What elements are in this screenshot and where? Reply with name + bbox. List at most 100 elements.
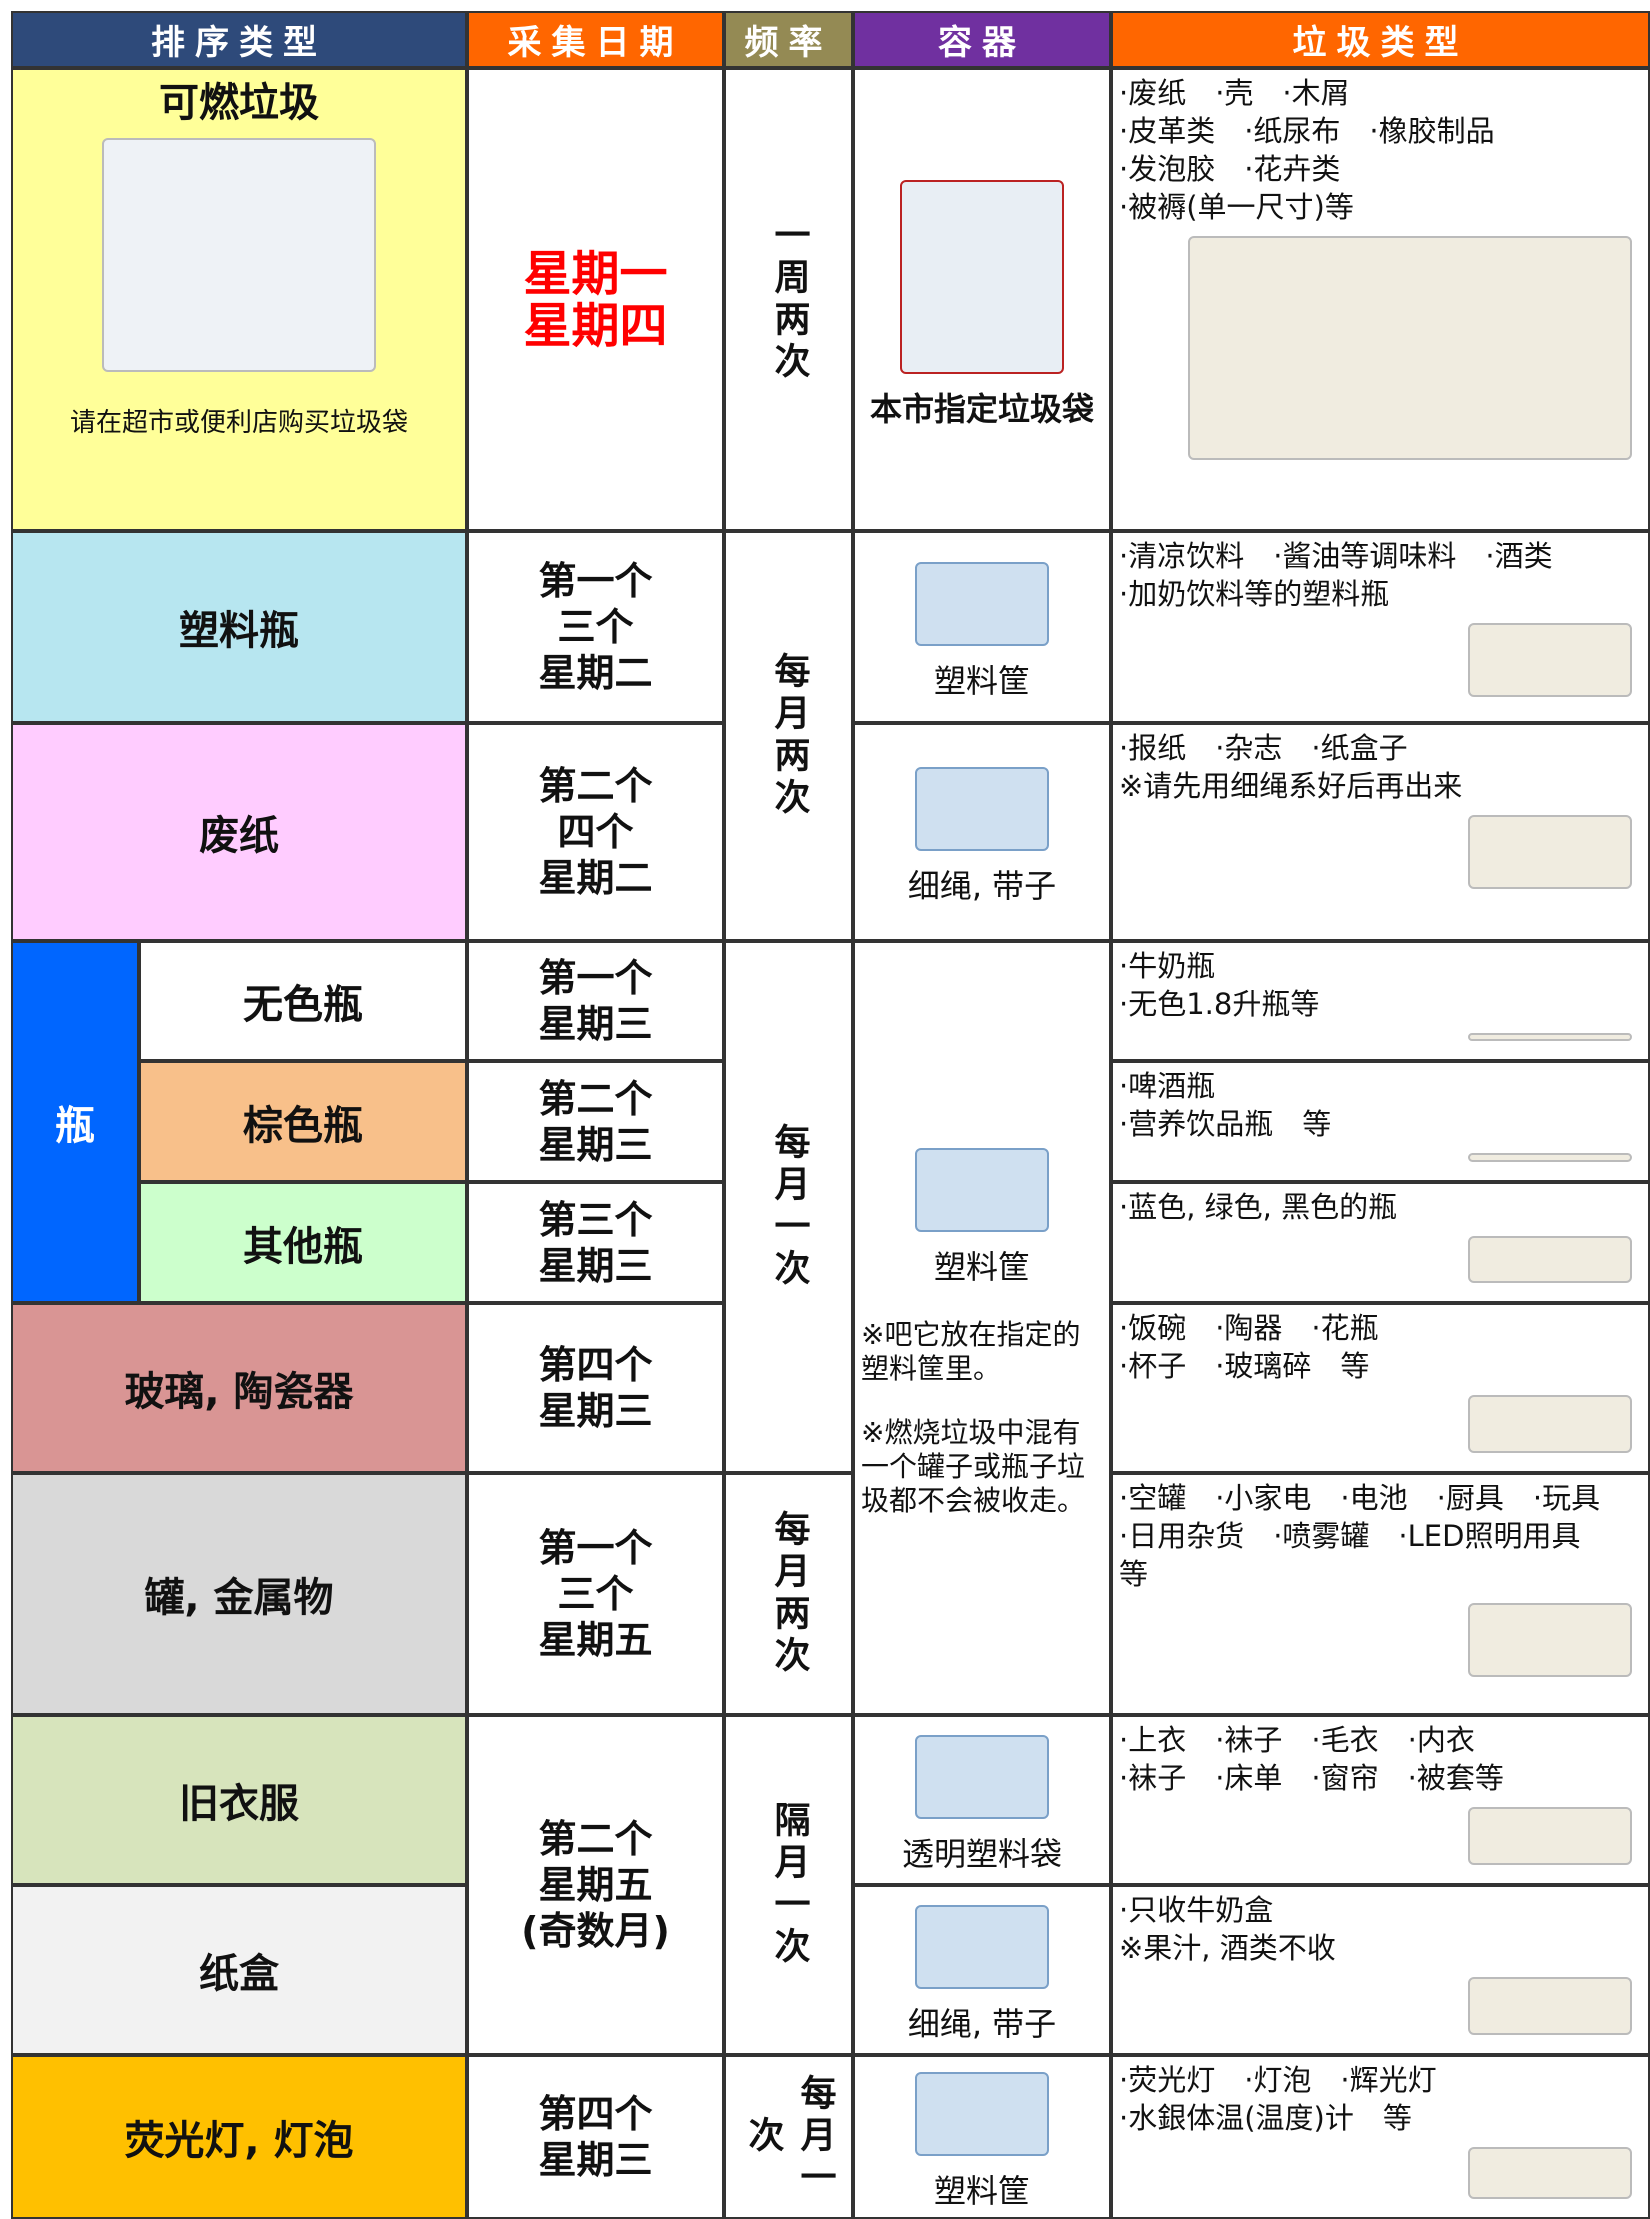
container-label: 塑料筐 [933, 2172, 1030, 2210]
item-line: ·日用杂货 ·喷雾罐 ·LED照明用具 [1119, 1519, 1581, 1553]
category-note: 请在超市或便利店购买垃圾袋 [69, 408, 408, 438]
date-line: 星期一 [523, 245, 668, 302]
category-label: 塑料瓶 [179, 608, 299, 654]
frequency-cell: 每月两次 [724, 531, 853, 941]
items-image [1468, 1977, 1632, 2035]
category-cell: 可燃垃圾 请在超市或便利店购买垃圾袋 [11, 68, 467, 531]
category-label: 棕色瓶 [243, 1102, 363, 1149]
category-label: 纸盒 [199, 1951, 279, 1997]
date-line: 第一个 [538, 559, 653, 603]
item-line: ·报纸 ·杂志 ·纸盒子 [1119, 731, 1408, 765]
category-label: 无色瓶 [243, 982, 363, 1028]
container-image [915, 1905, 1049, 1989]
date-cell: 第一个 星期三 [467, 941, 724, 1061]
category-label: 旧衣服 [179, 1781, 299, 1827]
bottle-group: 瓶 [11, 941, 139, 1303]
container-label: 本市指定垃圾袋 [869, 389, 1094, 428]
frequency-cell: 隔月一次 [724, 1715, 853, 2055]
container-cell: 本市指定垃圾袋 [853, 68, 1111, 531]
item-line: ※果汁, 酒类不收 [1119, 1931, 1336, 1965]
items-cell: ·只收牛奶盒 ※果汁, 酒类不收 [1111, 1885, 1650, 2055]
container-image [915, 1735, 1049, 1819]
date-cell: 第三个 星期三 [467, 1182, 724, 1303]
container-label: 细绳, 带子 [907, 2005, 1057, 2043]
item-line: ·啤酒瓶 [1119, 1069, 1216, 1103]
container-image [915, 562, 1049, 646]
items-cell: ·蓝色, 绿色, 黑色的瓶 [1111, 1182, 1650, 1303]
container-cell: 塑料筐 [853, 2055, 1111, 2219]
header-cell: 频率 [724, 11, 853, 68]
header-cell: 垃圾类型 [1111, 11, 1650, 68]
category-label: 其他瓶 [243, 1223, 363, 1270]
category-cell: 纸盒 [11, 1885, 467, 2055]
item-line: ·被褥(单一尺寸)等 [1119, 190, 1354, 224]
items-image [1468, 2147, 1632, 2199]
category-cell: 罐, 金属物 [11, 1473, 467, 1715]
bag-image [102, 138, 376, 372]
date-line: 三个 [557, 1572, 634, 1616]
date-line: (奇数月) [521, 1909, 670, 1953]
item-line: ·上衣 ·袜子 ·毛衣 ·内衣 [1119, 1723, 1475, 1757]
container-image [915, 2072, 1049, 2156]
date-cell: 第一个 三个 星期五 [467, 1473, 724, 1715]
items-image [1468, 1033, 1632, 1041]
date-cell: 第二个 星期五 (奇数月) [467, 1715, 724, 2055]
items-image [1468, 1395, 1632, 1453]
items-cell: ·空罐 ·小家电 ·电池 ·厨具 ·玩具 ·日用杂货 ·喷雾罐 ·LED照明用具等 [1111, 1473, 1650, 1715]
items-cell: ·清凉饮料 ·酱油等调味料 ·酒类 ·加奶饮料等的塑料瓶 [1111, 531, 1650, 723]
container-image [900, 179, 1064, 374]
frequency-cell: 一周两次 [724, 68, 853, 531]
items-image [1468, 815, 1632, 889]
item-line: ·饭碗 ·陶器 ·花瓶 [1119, 1311, 1379, 1345]
date-cell: 星期一 星期四 [467, 68, 724, 531]
container-label: 细绳, 带子 [907, 867, 1057, 905]
date-line: 四个 [557, 810, 634, 854]
items-cell: ·牛奶瓶 ·无色1.8升瓶等 [1111, 941, 1650, 1061]
date-line: 第四个 [538, 2092, 653, 2136]
category-label: 罐, 金属物 [144, 1575, 334, 1621]
items-cell: ·荧光灯 ·灯泡 ·辉光灯 ·水銀体温(温度)计 等 [1111, 2055, 1650, 2219]
frequency-label: 每月一次 [768, 1123, 810, 1291]
items-cell: ·上衣 ·袜子 ·毛衣 ·内衣 ·袜子 ·床单 ·窗帘 ·被套等 [1111, 1715, 1650, 1885]
header-cell: 容器 [853, 11, 1111, 68]
item-line: ·只收牛奶盒 [1119, 1893, 1274, 1927]
category-label: 废纸 [199, 813, 279, 859]
container-note: ※吧它放在指定的塑料筐里。 [861, 1318, 1081, 1385]
item-line: ·发泡胶 ·花卉类 [1119, 152, 1341, 186]
container-label: 塑料筐 [933, 1248, 1030, 1286]
category-cell: 无色瓶 [139, 941, 467, 1061]
category-cell: 旧衣服 [11, 1715, 467, 1885]
container-note: ※燃烧垃圾中混有一个罐子或瓶子垃圾都不会被收走。 [861, 1416, 1086, 1517]
date-line: 星期三 [538, 1122, 653, 1167]
item-line: ·袜子 ·床单 ·窗帘 ·被套等 [1119, 1761, 1504, 1795]
header-cell: 排序类型 [11, 11, 467, 68]
item-line: ·杯子 ·玻璃碎 等 [1119, 1349, 1370, 1383]
item-line: ·清凉饮料 ·酱油等调味料 ·酒类 [1119, 539, 1553, 573]
date-line: 星期五 [538, 1863, 653, 1907]
date-line: 星期二 [538, 856, 653, 900]
container-image [915, 767, 1049, 851]
category-cell: 荧光灯, 灯泡 [11, 2055, 467, 2219]
category-cell: 塑料瓶 [11, 531, 467, 723]
frequency-label: 每月一次 [742, 2074, 836, 2200]
date-line: 第一个 [538, 956, 653, 1000]
items-cell: ·废纸 ·壳 ·木屑 ·皮革类 ·纸尿布 ·橡胶制品 ·发泡胶 ·花卉类 ·被褥(单一… [1111, 68, 1650, 531]
category-label: 荧光灯, 灯泡 [124, 2118, 354, 2164]
container-cell: 塑料筐 ※吧它放在指定的塑料筐里。 ※燃烧垃圾中混有一个罐子或瓶子垃圾都不会被收走。 [853, 941, 1111, 1715]
item-line: ·空罐 ·小家电 ·电池 ·厨具 ·玩具 [1119, 1481, 1601, 1515]
date-line: 第一个 [538, 1526, 653, 1570]
container-cell: 透明塑料袋 [853, 1715, 1111, 1885]
frequency-label: 隔月一次 [768, 1801, 810, 1969]
date-cell: 第二个 星期三 [467, 1061, 724, 1182]
date-line: 第三个 [538, 1197, 653, 1242]
container-label: 塑料筐 [933, 662, 1030, 700]
frequency-cell: 每月两次 [724, 1473, 853, 1715]
item-line: ·蓝色, 绿色, 黑色的瓶 [1119, 1190, 1398, 1224]
date-line: 星期二 [538, 651, 653, 695]
frequency-cell: 每月一次 [724, 2055, 853, 2219]
date-cell: 第二个 四个 星期二 [467, 723, 724, 941]
date-line: 星期三 [538, 1243, 653, 1288]
category-cell: 棕色瓶 [139, 1061, 467, 1182]
date-line: 三个 [557, 605, 634, 649]
